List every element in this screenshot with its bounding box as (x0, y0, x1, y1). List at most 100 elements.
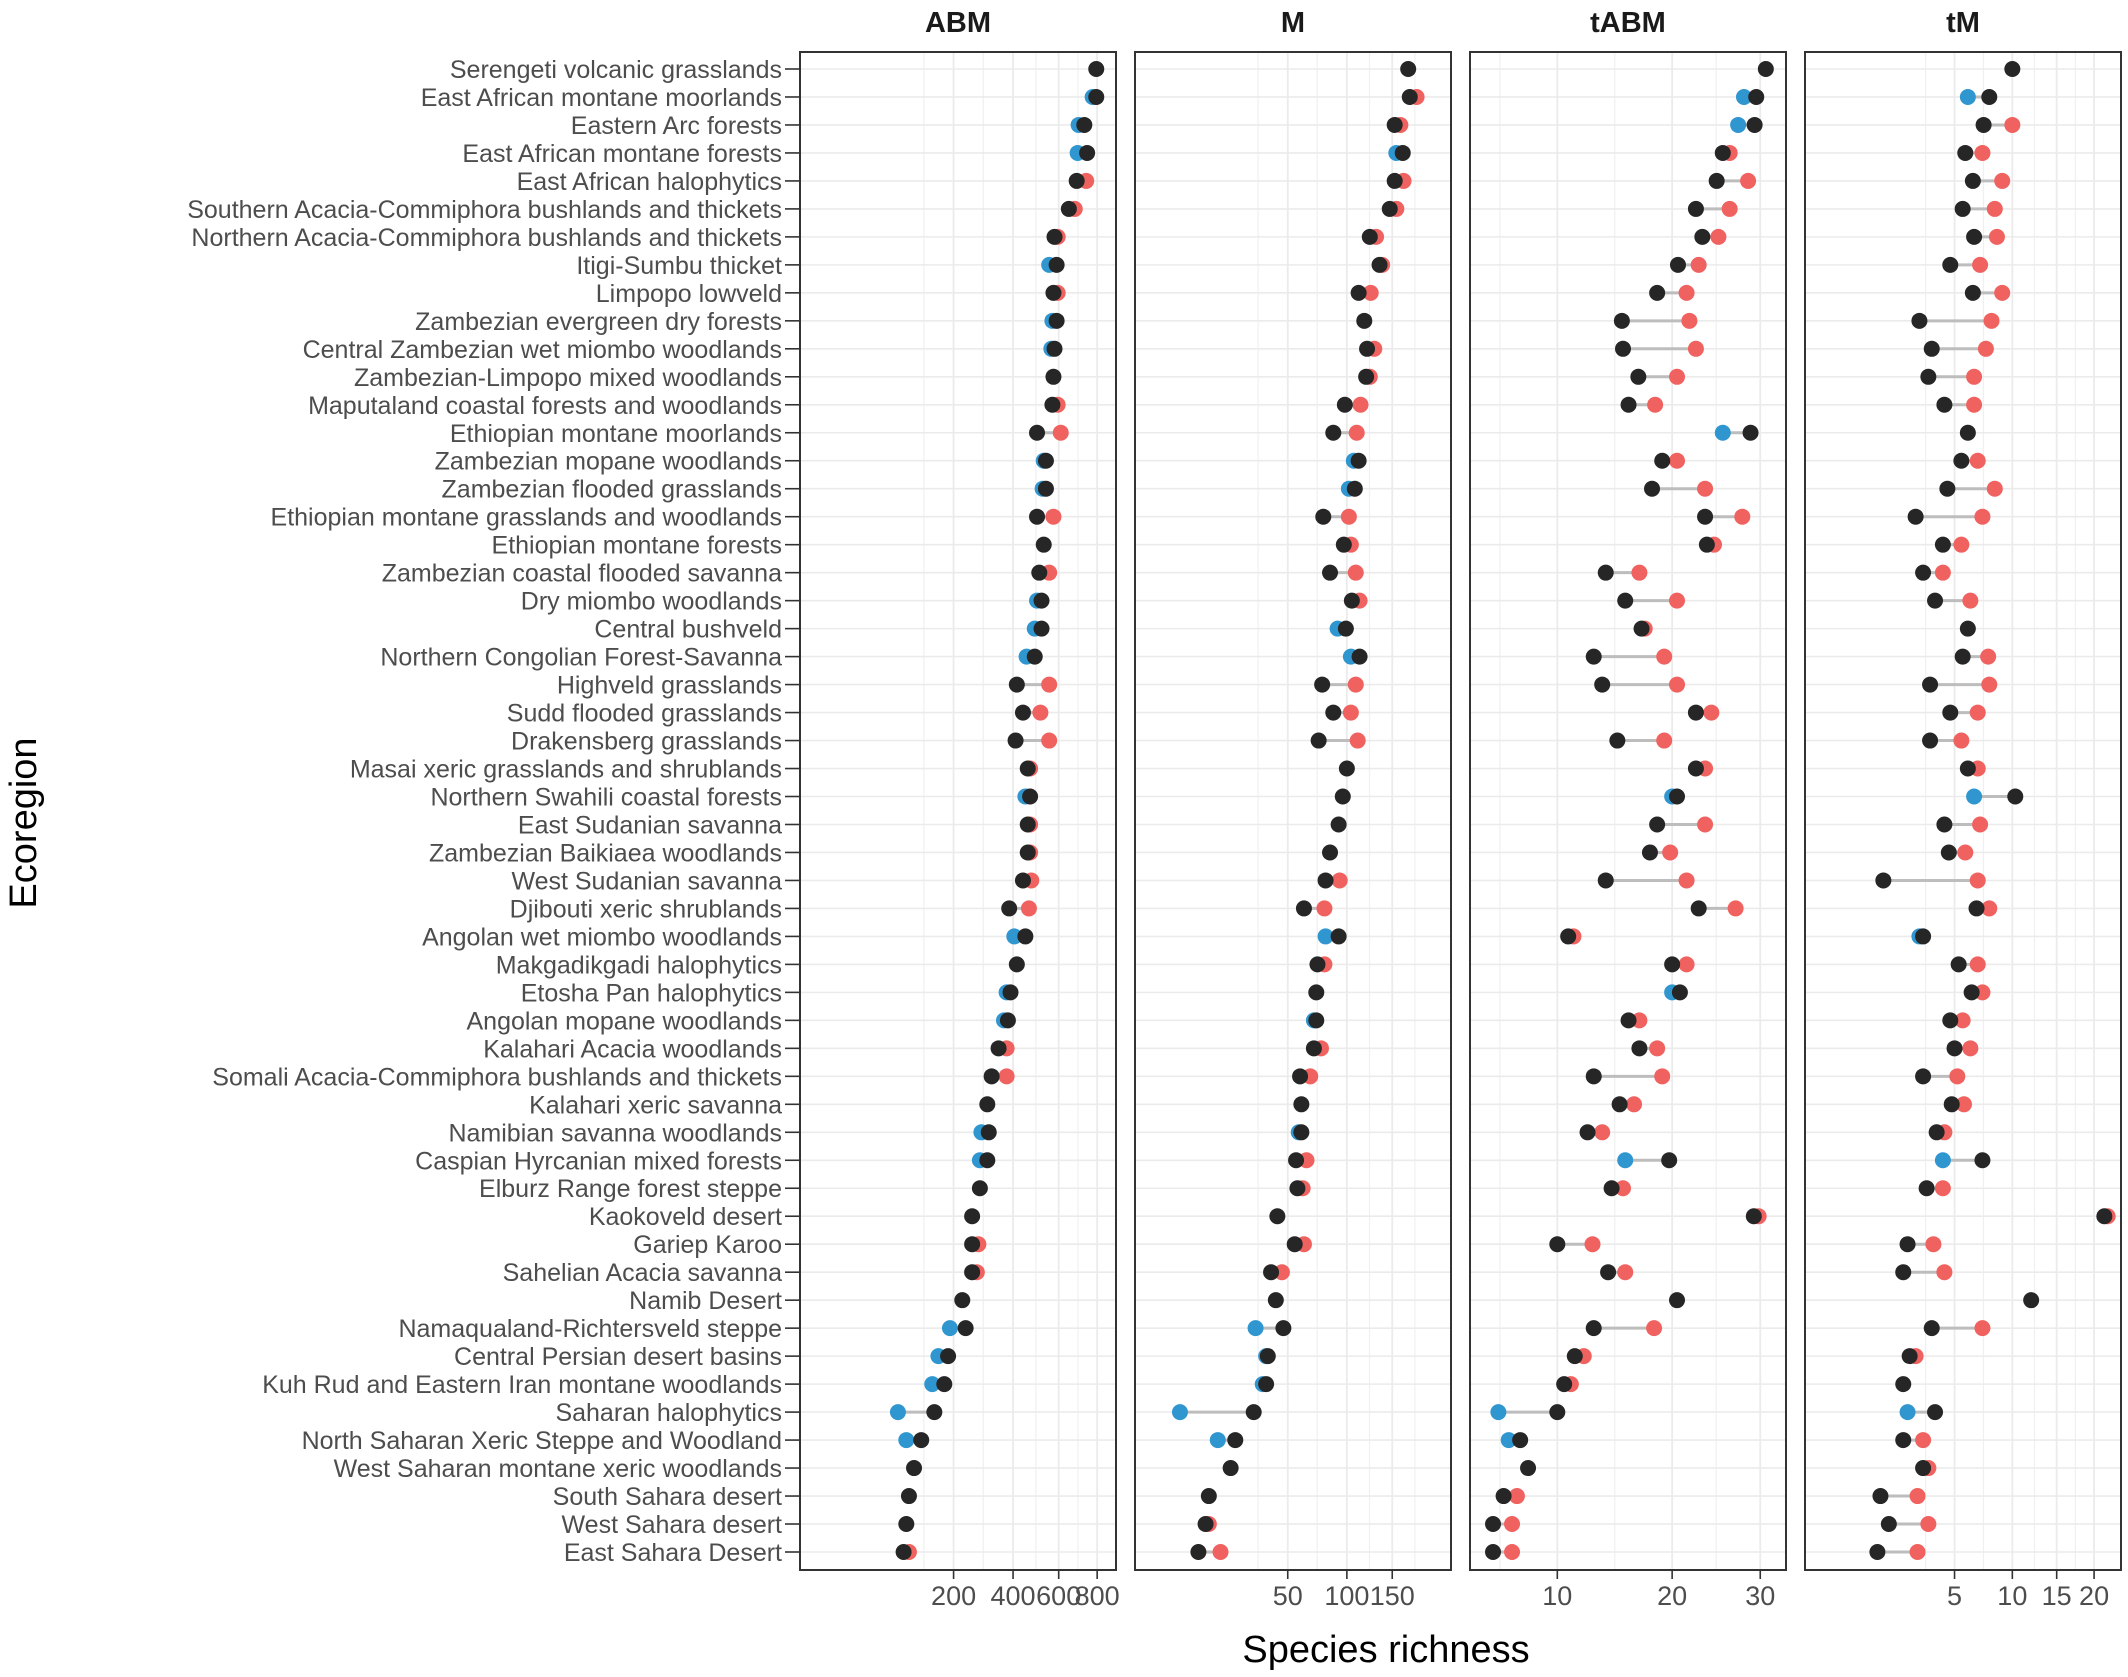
point-red (1953, 732, 1970, 749)
point-black (1748, 88, 1765, 105)
point-black (1325, 424, 1342, 441)
x-tick-label: 10 (1997, 1581, 2027, 1611)
y-tick-label: West Sudanian savanna (511, 867, 782, 895)
point-black (1322, 844, 1339, 861)
point-black (1975, 116, 1992, 133)
point-black (1698, 536, 1715, 553)
point-black (954, 1292, 971, 1309)
point-red (1678, 872, 1695, 889)
point-black (1579, 1124, 1596, 1141)
point-black (1485, 1544, 1502, 1560)
point-black (1981, 88, 1998, 105)
point-black (1708, 172, 1725, 189)
panel-border (1134, 51, 1452, 1571)
point-red (1649, 1040, 1666, 1057)
point-black (1742, 424, 1759, 441)
point-red (1342, 704, 1359, 721)
point-black (1928, 1124, 1945, 1141)
y-tick-label: Limpopo lowveld (596, 280, 782, 308)
point-black (1597, 872, 1614, 889)
point-black (1361, 228, 1378, 245)
point-black (971, 1180, 988, 1197)
point-black (1757, 61, 1774, 77)
y-tick-label: Kuh Rud and Eastern Iran montane woodlan… (262, 1371, 782, 1399)
point-red (1981, 900, 1998, 917)
panel-title-m: M (1281, 7, 1305, 39)
point-black (1088, 61, 1105, 77)
point-black (1351, 648, 1368, 665)
y-tick-label: Drakensberg grasslands (511, 728, 782, 756)
point-black (1343, 592, 1360, 609)
point-red (998, 1068, 1015, 1085)
x-tick-label: 200 (931, 1581, 976, 1611)
point-black (1895, 1432, 1912, 1449)
point-black (1308, 1012, 1325, 1029)
point-red (1949, 1068, 1966, 1085)
point-black (1915, 1460, 1932, 1477)
point-black (1954, 648, 1971, 665)
point-red (1734, 508, 1751, 525)
point-blue (1247, 1320, 1264, 1337)
y-tick-label: Etosha Pan halophytics (521, 979, 782, 1007)
point-red (1934, 564, 1951, 581)
x-tick-label: 400 (991, 1581, 1036, 1611)
y-tick-label: North Saharan Xeric Steppe and Woodland (302, 1427, 782, 1455)
point-black (1631, 1040, 1648, 1057)
point-black (1033, 620, 1050, 637)
x-tick-label: 10 (1542, 1581, 1572, 1611)
point-black (999, 1012, 1016, 1029)
y-tick-label: Kaokoveld desert (589, 1203, 782, 1231)
point-black (1222, 1460, 1239, 1477)
point-red (1052, 424, 1069, 441)
point-black (1600, 1264, 1617, 1281)
point-red (1925, 1236, 1942, 1253)
point-black (940, 1348, 957, 1365)
point-red (1656, 648, 1673, 665)
point-black (1895, 1264, 1912, 1281)
point-red (1340, 508, 1357, 525)
point-black (1019, 760, 1036, 777)
point-black (1310, 732, 1327, 749)
point-black (1671, 984, 1688, 1001)
y-tick-label: Masai xeric grasslands and shrublands (350, 756, 782, 784)
point-black (1942, 704, 1959, 721)
point-black (1690, 900, 1707, 917)
point-red (1972, 816, 1989, 833)
point-black (964, 1236, 981, 1253)
point-red (1980, 648, 1997, 665)
point-black (1335, 536, 1352, 553)
point-black (1633, 620, 1650, 637)
y-tick-label: Namibian savanna woodlands (448, 1119, 782, 1147)
point-black (1520, 1460, 1537, 1477)
point-red (1212, 1544, 1229, 1560)
point-red (1041, 676, 1058, 693)
point-black (1957, 144, 1974, 161)
point-black (1336, 396, 1353, 413)
y-tick-label: Kalahari Acacia woodlands (483, 1035, 782, 1063)
point-red (1654, 1068, 1671, 1085)
point-red (1631, 564, 1648, 581)
point-blue (889, 1404, 906, 1421)
y-tick-label: Central Persian desert basins (454, 1343, 782, 1371)
y-tick-label: Elburz Range forest steppe (479, 1175, 782, 1203)
point-red (1504, 1544, 1521, 1560)
point-red (1646, 1320, 1663, 1337)
point-red (1687, 340, 1704, 357)
panel-m: M 50 100 150 (1134, 7, 1452, 1611)
point-black (1400, 61, 1417, 77)
point-black (1901, 1348, 1918, 1365)
point-black (1060, 200, 1077, 217)
point-black (1259, 1348, 1276, 1365)
point-black (1356, 312, 1373, 329)
point-black (1512, 1432, 1529, 1449)
point-black (1963, 984, 1980, 1001)
point-red (1957, 844, 1974, 861)
point-black (1330, 816, 1347, 833)
point-black (1694, 228, 1711, 245)
point-black (1288, 1152, 1305, 1169)
point-red (1915, 1432, 1932, 1449)
point-black (1687, 200, 1704, 217)
y-tick-label: Serengeti volcanic grasslands (450, 56, 782, 84)
point-black (1907, 508, 1924, 525)
